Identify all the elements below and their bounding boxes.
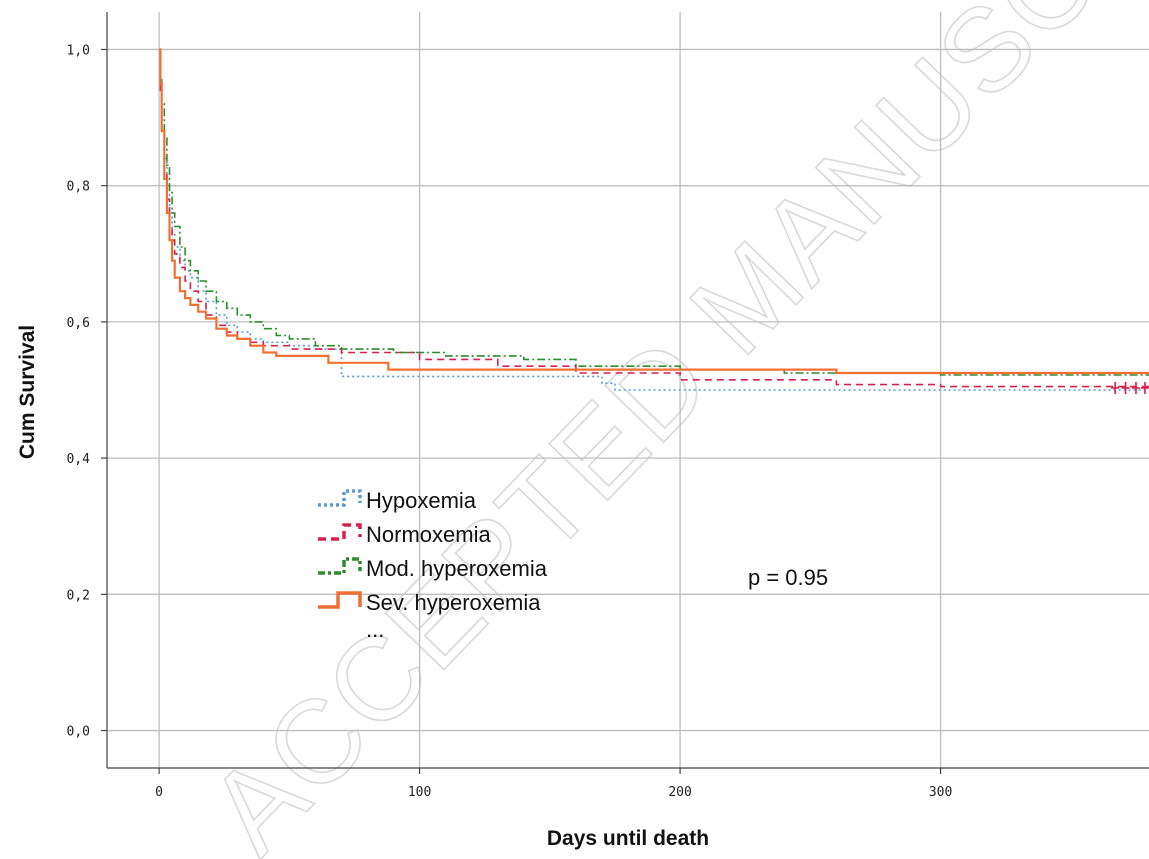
- legend-swatch: [318, 557, 362, 575]
- legend-swatch: [318, 523, 362, 541]
- axes: [106, 12, 1149, 769]
- legend-ellipsis: ...: [366, 617, 384, 642]
- legend-swatch: [318, 489, 362, 507]
- censor-mark: [1111, 381, 1120, 394]
- x-tick-label: 0: [155, 785, 163, 800]
- series-line-1: [159, 48, 1149, 388]
- series-line-2: [159, 48, 1149, 376]
- y-axis-title: Cum Survival: [16, 325, 39, 459]
- y-tick-label: 0,0: [67, 725, 90, 740]
- x-axis-title: Days until death: [547, 827, 709, 850]
- y-axis-ticks: 0,0 0,2 0,4 0,6 0,8 1,0: [67, 43, 107, 740]
- p-value-annotation: p = 0.95: [748, 565, 828, 590]
- censor-mark: [1131, 381, 1140, 394]
- x-tick-label: 100: [408, 785, 431, 800]
- legend-label: Hypoxemia: [366, 488, 477, 513]
- censor-mark: [1141, 381, 1149, 394]
- x-axis-ticks: 0 100 200 300: [155, 768, 952, 800]
- series-lines: [159, 48, 1149, 394]
- y-tick-label: 0,6: [67, 316, 90, 331]
- x-tick-label: 300: [929, 785, 952, 800]
- legend: Hypoxemia Normoxemia Mod. hyperoxemia Sev. …: [318, 488, 548, 642]
- censor-mark: [1121, 381, 1130, 394]
- legend-label: Mod. hyperoxemia: [366, 556, 548, 581]
- y-tick-label: 0,8: [67, 180, 90, 195]
- legend-swatch: [318, 591, 362, 609]
- y-tick-label: 0,4: [67, 452, 91, 467]
- legend-label: Sev. hyperoxemia: [366, 590, 541, 615]
- y-tick-label: 0,2: [67, 588, 90, 603]
- series-line-3: [159, 48, 1149, 375]
- y-tick-label: 1,0: [67, 43, 90, 58]
- legend-label: Normoxemia: [366, 522, 491, 547]
- x-tick-label: 200: [668, 785, 691, 800]
